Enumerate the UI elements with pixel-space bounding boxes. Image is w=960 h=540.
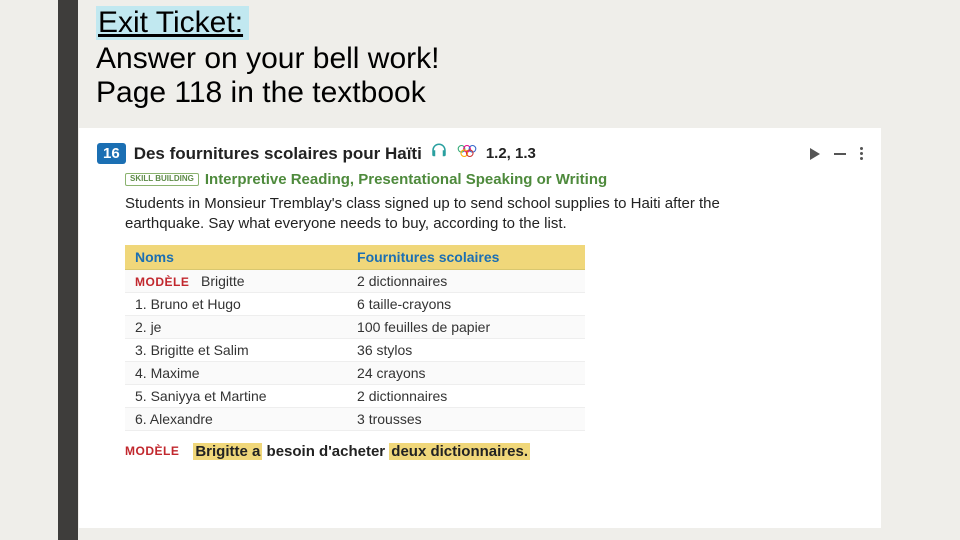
sentence-mid: besoin d'acheter [262, 443, 389, 460]
slide: Exit Ticket: Answer on your bell work! P… [0, 0, 960, 540]
exercise-title: Des fournitures scolaires pour Haïti [134, 144, 422, 164]
col-header-fournitures: Fournitures scolaires [347, 245, 585, 270]
header-instruction-1: Answer on your bell work! [96, 42, 439, 76]
cell-fs: 2 dictionnaires [347, 384, 585, 407]
cell-nom: 2. je [125, 315, 347, 338]
example-modele-label: MODÈLE [125, 444, 179, 458]
skill-row: SKILL BUILDING Interpretive Reading, Pre… [125, 171, 863, 188]
table-row: 2. je 100 feuilles de papier [125, 315, 585, 338]
more-icon[interactable] [860, 147, 863, 160]
cell-nom: 1. Bruno et Hugo [125, 292, 347, 315]
cell-fs: 36 stylos [347, 338, 585, 361]
example-sentence: Brigitte a besoin d'acheter deux diction… [193, 443, 530, 460]
table-row-modele: MODÈLE Brigitte 2 dictionnaires [125, 269, 585, 292]
slide-header: Exit Ticket: Answer on your bell work! P… [96, 6, 439, 110]
cell-nom: 4. Maxime [125, 361, 347, 384]
cell-nom: 3. Brigitte et Salim [125, 338, 347, 361]
exit-ticket-title: Exit Ticket: [96, 6, 249, 40]
cell-nom: 6. Alexandre [125, 407, 347, 430]
skill-text: Interpretive Reading, Presentational Spe… [205, 171, 607, 188]
cell-fs: 3 trousses [347, 407, 585, 430]
exercise-instructions: Students in Monsieur Tremblay's class si… [125, 194, 773, 235]
standards-label: 1.2, 1.3 [486, 145, 536, 162]
standards-rings-icon [456, 142, 478, 165]
table-row: 4. Maxime 24 crayons [125, 361, 585, 384]
table-row: 1. Bruno et Hugo 6 taille-crayons [125, 292, 585, 315]
sentence-hl-1: Brigitte a [193, 443, 262, 460]
cell-modele-nom: MODÈLE Brigitte [125, 269, 347, 292]
supplies-table: Noms Fournitures scolaires MODÈLE Brigit… [125, 245, 585, 431]
table-row: 3. Brigitte et Salim 36 stylos [125, 338, 585, 361]
cell-nom: 5. Saniyya et Martine [125, 384, 347, 407]
example-sentence-row: MODÈLE Brigitte a besoin d'acheter deux … [125, 443, 863, 460]
exercise-header-row: 16 Des fournitures scolaires pour Haïti … [97, 142, 863, 165]
exercise-number-badge: 16 [97, 143, 126, 164]
cell-fs: 100 feuilles de papier [347, 315, 585, 338]
sentence-hl-2: deux dictionnaires. [389, 443, 530, 460]
col-header-noms: Noms [125, 245, 347, 270]
textbook-excerpt: 16 Des fournitures scolaires pour Haïti … [79, 128, 881, 528]
cell-modele-supply: 2 dictionnaires [347, 269, 585, 292]
modele-label: MODÈLE [135, 275, 189, 289]
cell-fs: 24 crayons [347, 361, 585, 384]
media-controls [810, 147, 863, 160]
headphones-icon [430, 142, 448, 165]
table-header-row: Noms Fournitures scolaires [125, 245, 585, 270]
play-icon[interactable] [810, 148, 820, 160]
minus-icon[interactable] [834, 153, 846, 155]
table-row: 6. Alexandre 3 trousses [125, 407, 585, 430]
cell-fs: 6 taille-crayons [347, 292, 585, 315]
modele-name: Brigitte [201, 273, 245, 289]
table-row: 5. Saniyya et Martine 2 dictionnaires [125, 384, 585, 407]
accent-left-bar [58, 0, 78, 540]
header-instruction-2: Page 118 in the textbook [96, 76, 439, 110]
skill-building-badge: SKILL BUILDING [125, 173, 199, 186]
